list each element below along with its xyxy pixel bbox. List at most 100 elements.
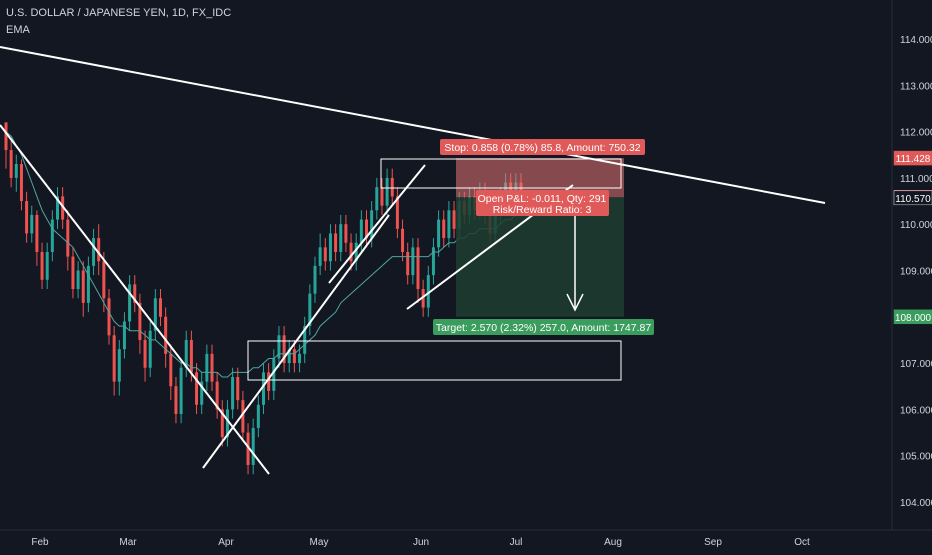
target-label-bg	[433, 319, 654, 335]
candle-body	[205, 353, 209, 382]
candle-body	[256, 404, 260, 428]
candle-body	[241, 400, 245, 433]
price-badge-bg	[893, 190, 932, 206]
price-badge: 108.000	[893, 309, 932, 325]
candle-body	[339, 224, 343, 252]
price-badge-text: 111.428	[896, 154, 931, 165]
resistance-box	[380, 158, 622, 189]
candle-body	[416, 247, 420, 290]
candle-body	[35, 214, 39, 252]
pnl-label-bg	[476, 190, 609, 216]
candle-body	[117, 349, 121, 382]
indicator-label: EMA	[6, 24, 30, 36]
y-tick-label: 111.000	[900, 174, 932, 185]
candle-body	[411, 247, 415, 276]
candle-body	[298, 353, 302, 364]
candle-body	[184, 339, 188, 368]
y-tick-label: 110.000	[900, 220, 932, 231]
candle-body	[272, 358, 276, 391]
price-badge: 111.428	[893, 150, 932, 166]
candle-body	[344, 224, 348, 243]
symbol-title: U.S. DOLLAR / JAPANESE YEN, 1D, FX_IDC	[6, 7, 232, 19]
candle-body	[61, 196, 65, 220]
candle-body	[50, 219, 54, 252]
candle-body	[225, 409, 229, 438]
candle-body	[40, 251, 44, 280]
candle-body	[195, 372, 199, 405]
candle-body	[282, 335, 286, 364]
support-box	[247, 340, 622, 381]
candle-body	[292, 349, 296, 364]
candle-body	[380, 187, 384, 206]
candle-body	[30, 214, 34, 234]
y-tick-label: 112.000	[900, 128, 932, 139]
candle-body	[328, 233, 332, 262]
y-tick-label: 105.000	[900, 452, 932, 463]
candle-body	[262, 372, 265, 405]
target-label: Target: 2.570 (2.32%) 257.0, Amount: 174…	[433, 319, 654, 335]
candle-body	[215, 381, 219, 410]
ema-line	[5, 131, 521, 378]
pnl-text: Open P&L: -0.011, Qty: 291	[478, 193, 607, 205]
channel-line	[328, 164, 426, 284]
candle-body	[138, 302, 142, 340]
candle-body	[169, 353, 173, 387]
x-tick-label: Jul	[510, 537, 523, 548]
stop-label: Stop: 0.858 (0.78%) 85.8, Amount: 750.32	[440, 139, 645, 155]
candle-body	[112, 335, 116, 382]
candle-body	[81, 270, 85, 303]
candle-body	[210, 353, 214, 382]
candle-body	[143, 339, 147, 368]
x-tick-label: Apr	[218, 537, 234, 548]
candle-body	[370, 210, 374, 239]
candle-body	[354, 242, 358, 262]
candle-body	[323, 247, 327, 262]
risk-reward-text: Risk/Reward Ratio: 3	[493, 204, 592, 216]
candle-body	[452, 210, 456, 229]
y-tick-label: 113.000	[900, 81, 932, 92]
y-tick-label: 107.000	[900, 359, 932, 370]
x-tick-label: Oct	[794, 537, 810, 548]
price-badge-text: 110.570	[895, 194, 931, 205]
candle-body	[66, 219, 70, 257]
candle-body	[56, 196, 59, 220]
candle-body	[421, 289, 425, 308]
candle-body	[25, 201, 29, 234]
candle-body	[102, 261, 106, 299]
price-badge-bg	[893, 309, 932, 325]
candle-body	[349, 242, 353, 262]
candle-body	[159, 298, 162, 317]
candle-body	[375, 187, 379, 211]
candle-body	[86, 265, 90, 303]
candle-body	[97, 238, 101, 262]
candle-body	[189, 339, 193, 373]
candle-body	[231, 376, 235, 410]
candle-body	[395, 196, 399, 229]
candle-body	[431, 247, 435, 276]
candle-body	[220, 409, 224, 438]
candle-body	[287, 349, 291, 364]
candle-body	[148, 330, 152, 368]
candle-body	[14, 164, 18, 178]
candle-body	[19, 164, 23, 202]
y-tick-label: 104.000	[900, 498, 932, 509]
x-tick-label: Mar	[119, 537, 137, 548]
candle-body	[442, 219, 446, 239]
candle-body	[406, 251, 410, 276]
downtrend-line	[0, 124, 270, 475]
candle-body	[359, 219, 363, 243]
candle-body	[122, 321, 126, 350]
candle-body	[133, 284, 137, 303]
candle-body	[390, 177, 394, 197]
candle-body	[318, 247, 322, 266]
stop-label-text: Stop: 0.858 (0.78%) 85.8, Amount: 750.32	[444, 142, 640, 154]
x-tick-label: Jun	[413, 537, 429, 548]
candle-body	[71, 256, 75, 290]
candle-body	[447, 210, 451, 239]
candle-body	[385, 177, 389, 206]
stop-label-bg	[440, 139, 645, 155]
candle-body	[426, 275, 430, 308]
candle-body	[200, 381, 204, 405]
candle-body	[92, 238, 96, 266]
